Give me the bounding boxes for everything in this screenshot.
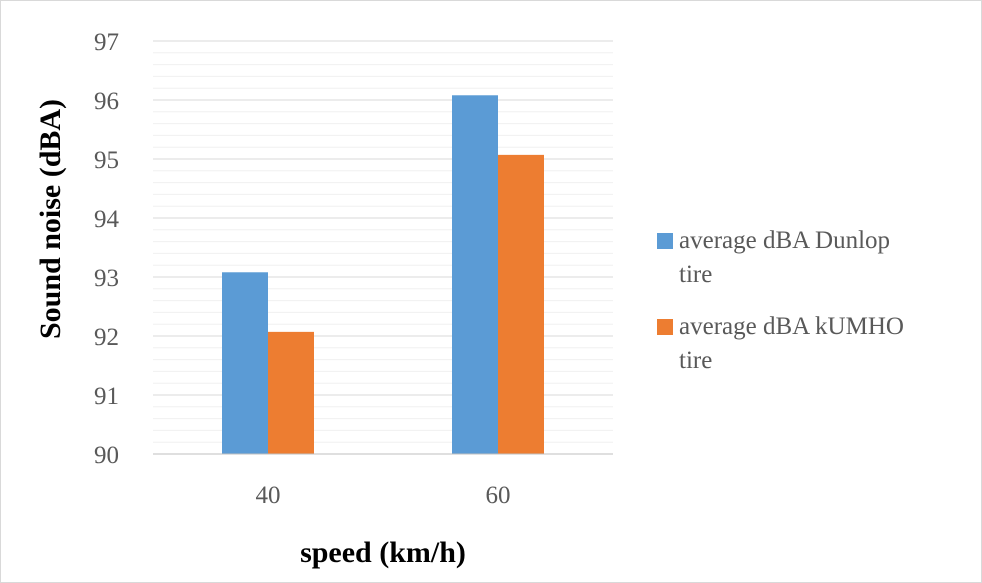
y-tick-label: 94 — [94, 206, 120, 233]
y-tick-label: 93 — [94, 265, 119, 292]
x-axis-title: speed (km/h) — [300, 536, 466, 569]
bar-series-1-40 — [222, 272, 268, 454]
x-tick-label: 60 — [486, 482, 511, 509]
y-tick-label: 90 — [94, 442, 119, 469]
legend-label: average dBA kUMHO — [679, 313, 904, 340]
legend-swatch — [657, 233, 673, 249]
legend-swatch — [657, 319, 673, 335]
legend: average dBA Dunlop tire average dBA kUMHO t… — [657, 227, 904, 374]
y-axis-title: Sound noise (dBA) — [34, 99, 67, 339]
bars — [222, 95, 544, 454]
bar-series-1-60 — [452, 95, 498, 454]
y-tick-label: 97 — [94, 29, 119, 56]
bar-series-2-40 — [268, 331, 314, 454]
y-tick-label: 95 — [94, 147, 119, 174]
y-axis-ticks: 90 91 92 93 94 95 96 97 — [94, 29, 120, 469]
legend-label: tire — [679, 347, 712, 374]
x-axis-ticks: 40 60 — [256, 482, 511, 509]
y-tick-label: 92 — [94, 324, 119, 351]
y-tick-label: 96 — [94, 88, 119, 115]
legend-label: tire — [679, 261, 712, 288]
bar-series-2-60 — [498, 154, 544, 454]
x-tick-label: 40 — [256, 482, 281, 509]
y-tick-label: 91 — [94, 383, 119, 410]
legend-label: average dBA Dunlop — [679, 227, 890, 254]
